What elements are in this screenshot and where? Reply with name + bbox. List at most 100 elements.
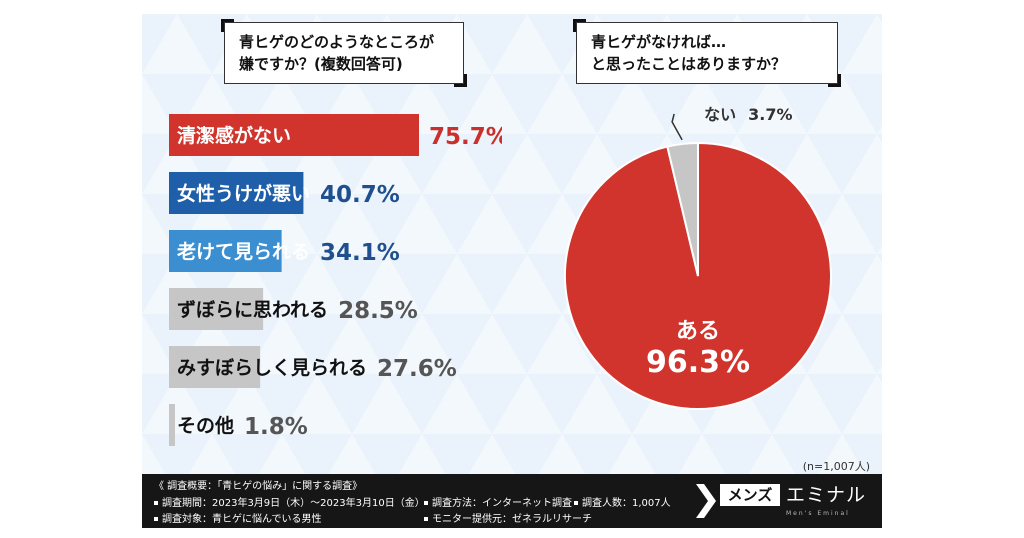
background-triangle <box>422 134 492 194</box>
pie-slice <box>666 141 699 277</box>
background-triangle <box>317 314 387 374</box>
bar-category-label: 女性うけが悪い <box>177 182 310 205</box>
background-triangle <box>457 74 527 134</box>
background-triangle <box>597 74 667 134</box>
survey-count: 調査人数：1,007人 <box>574 494 671 509</box>
background-triangle <box>877 245 882 254</box>
bar <box>169 230 282 272</box>
background-triangle <box>842 134 882 194</box>
corner-bracket-icon <box>828 74 841 87</box>
pie-value-label: 3.7% <box>748 105 792 124</box>
background-triangle <box>188 434 236 474</box>
background-triangle <box>317 194 387 254</box>
survey-period: 調査期間：2023年3月9日（木）～2023年3月10日（金） <box>154 494 425 509</box>
corner-bracket-icon <box>454 74 467 87</box>
bar-category-label: その他 <box>177 414 234 437</box>
bar-value-label: 27.6% <box>377 356 457 382</box>
bar <box>169 288 264 330</box>
right-question-box: 青ヒゲがなければ… と思ったことはありますか？ <box>573 19 841 87</box>
background-triangle <box>737 74 807 134</box>
background-triangle <box>807 74 877 134</box>
background-triangle <box>457 194 527 254</box>
bullet-icon <box>424 517 428 521</box>
pie-leader-line <box>671 113 683 141</box>
bar <box>169 404 175 446</box>
bullet-icon <box>154 517 158 521</box>
background-triangle <box>422 254 492 314</box>
chart-panel: 青ヒゲのどのようなところが 嫌ですか？(複数回答可) 青ヒゲがなければ… と思っ… <box>142 14 882 474</box>
background-triangle <box>608 434 656 474</box>
bar-value-label: 75.7% <box>429 124 502 150</box>
bar-value-label: 40.7% <box>320 182 400 208</box>
bar-value-label: 1.8% <box>244 414 308 440</box>
bar-category-label: ずぼらに思われる <box>177 299 328 321</box>
background-triangle <box>422 374 492 434</box>
left-question-box: 青ヒゲのどのようなところが 嫌ですか？(複数回答可) <box>221 19 467 87</box>
brand-box-label: メンズ <box>720 484 780 506</box>
bar <box>169 346 261 388</box>
bar-category-label: 老けて見られる <box>177 240 310 263</box>
background-triangle <box>142 314 177 374</box>
background-triangle <box>772 374 842 434</box>
bullet-icon <box>424 501 428 505</box>
background-triangle <box>667 74 737 134</box>
sample-size: (n=1,007人) <box>802 460 870 473</box>
survey-title: 《 調査概要：「青ヒゲの悩み」に関する調査》 <box>154 481 363 492</box>
right-question-line2: と思ったことはありますか？ <box>591 55 787 73</box>
background-triangle <box>142 194 177 254</box>
bar-chart: 清潔感がない 75.7% 女性うけが悪い 40.7% 老けて見られる 34.1% ずぼらに思… <box>169 114 502 446</box>
background-triangle <box>492 134 562 194</box>
background-triangle <box>247 314 317 374</box>
survey-footer: 《 調査概要：「青ヒゲの悩み」に関する調査》 調査期間：2023年3月9日（木）… <box>142 474 882 528</box>
bullet-icon <box>154 501 158 505</box>
background-triangle <box>142 374 212 434</box>
pie-category-label: ない <box>704 105 736 124</box>
background-triangle <box>352 254 422 314</box>
corner-bracket-icon <box>573 19 586 32</box>
background-triangle <box>818 434 866 474</box>
background-triangle <box>527 74 597 134</box>
survey-target-text: 調査対象：青ヒゲに悩んでいる男性 <box>162 514 322 525</box>
corner-bracket-icon <box>221 19 234 32</box>
bullet-icon <box>574 501 578 505</box>
background-triangle <box>678 434 726 474</box>
survey-method: 調査方法：インターネット調査 <box>424 494 572 509</box>
background-triangle <box>842 374 882 434</box>
brand-logo: メンズ エミナル Men's Eminal <box>694 480 876 522</box>
background-triangle <box>352 374 422 434</box>
brand-mark-icon <box>696 484 716 518</box>
background-triangle <box>142 14 212 74</box>
left-question-line1: 青ヒゲのどのようなところが <box>239 33 435 51</box>
bar-category-label: みすぼらしく見られる <box>177 357 367 379</box>
bar <box>169 172 304 214</box>
background-triangle <box>258 434 306 474</box>
pie-value-label: 96.3% <box>646 345 750 380</box>
background-triangle <box>398 434 446 474</box>
background-triangle <box>842 254 882 314</box>
pie-category-label: ある <box>676 319 720 344</box>
background-triangle <box>492 374 562 434</box>
background-triangle <box>527 314 597 374</box>
survey-period-text: 調査期間：2023年3月9日（木）～2023年3月10日（金） <box>162 498 425 509</box>
background-triangle <box>492 254 562 314</box>
background-triangle <box>877 365 882 374</box>
background-triangle <box>282 374 352 434</box>
brand-name: エミナル <box>786 484 867 506</box>
background-triangle <box>807 314 877 374</box>
background-triangle <box>387 194 457 254</box>
bar <box>169 114 419 156</box>
background-triangle <box>142 74 177 134</box>
background-triangle <box>842 14 882 74</box>
background-triangle <box>468 434 516 474</box>
background-triangle <box>328 434 376 474</box>
survey-target: 調査対象：青ヒゲに悩んでいる男性 <box>154 510 322 525</box>
brand-sub: Men's Eminal <box>786 510 850 517</box>
survey-count-text: 調査人数：1,007人 <box>582 498 671 509</box>
background-triangle <box>562 374 632 434</box>
bar-value-label: 28.5% <box>338 298 418 324</box>
left-question-line2: 嫌ですか？(複数回答可) <box>239 55 403 73</box>
background-triangle <box>352 134 422 194</box>
background-triangle <box>492 14 562 74</box>
survey-method-text: 調査方法：インターネット調査 <box>432 498 572 509</box>
